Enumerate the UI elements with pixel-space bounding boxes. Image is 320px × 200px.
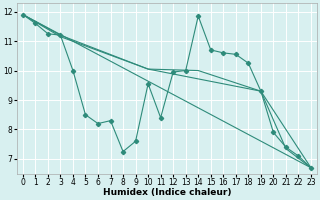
X-axis label: Humidex (Indice chaleur): Humidex (Indice chaleur) bbox=[103, 188, 231, 197]
